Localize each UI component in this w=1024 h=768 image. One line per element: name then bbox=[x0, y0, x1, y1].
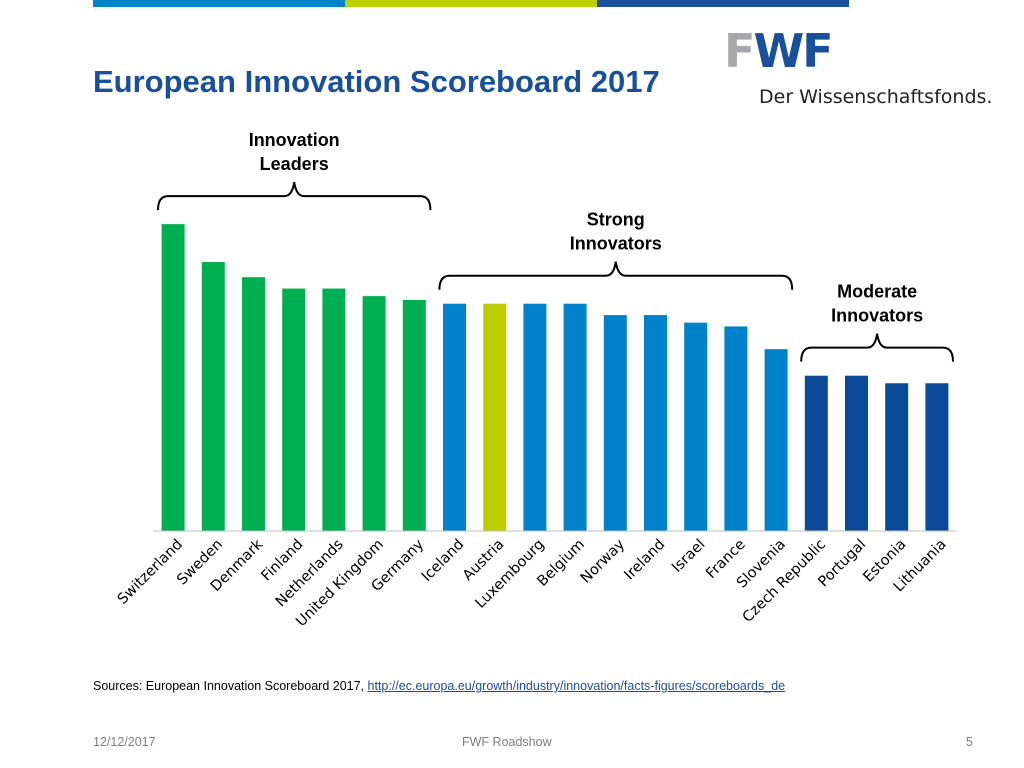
group-braces: Innovation Leaders Strong Innovators Moderat… bbox=[157, 130, 954, 362]
page-number: 5 bbox=[966, 735, 973, 749]
bar-finland bbox=[282, 288, 306, 531]
sources-note: Sources: European Innovation Scoreboard … bbox=[93, 679, 785, 693]
brace-strong-innovators bbox=[438, 261, 794, 290]
sources-prefix: Sources: European Innovation Scoreboard … bbox=[93, 679, 368, 693]
bar-slovenia bbox=[764, 349, 788, 531]
stripe-2 bbox=[345, 0, 597, 7]
slide-title: European Innovation Scoreboard 2017 bbox=[93, 64, 660, 99]
footer-title: FWF Roadshow bbox=[462, 735, 552, 749]
bar-denmark bbox=[242, 277, 265, 531]
bar-ireland bbox=[644, 315, 667, 531]
top-color-stripes bbox=[93, 0, 849, 7]
bar-germany bbox=[402, 299, 426, 531]
x-tick-labels: SwitzerlandSwedenDenmarkFinlandNetherlan… bbox=[115, 536, 950, 630]
bar-czech-republic bbox=[804, 375, 828, 531]
footer-date: 12/12/2017 bbox=[93, 735, 156, 749]
group-label-moderate-innovators: Moderate Innovators bbox=[831, 282, 923, 326]
stripe-3 bbox=[597, 0, 849, 7]
tick-label-switzerland: Switzerland bbox=[115, 537, 186, 608]
bar-norway bbox=[603, 315, 627, 531]
bar-switzerland bbox=[161, 224, 185, 531]
bar-israel bbox=[684, 322, 708, 531]
logo-tagline: Der Wissenschaftsfonds. bbox=[759, 86, 993, 108]
innovation-bar-chart: SwitzerlandSwedenDenmarkFinlandNetherlan… bbox=[115, 130, 957, 630]
sources-link[interactable]: http://ec.europa.eu/growth/industry/inno… bbox=[367, 679, 786, 693]
bar-portugal bbox=[845, 375, 868, 531]
logo-mark-f: F bbox=[724, 24, 755, 78]
bar-belgium bbox=[563, 303, 587, 531]
bar-iceland bbox=[443, 303, 466, 531]
stripe-1 bbox=[93, 0, 345, 7]
brace-moderate-innovators bbox=[800, 333, 954, 362]
bar-luxembourg bbox=[523, 303, 547, 531]
bar-lithuania bbox=[925, 383, 949, 531]
bar-netherlands bbox=[322, 288, 346, 531]
brace-innovation-leaders bbox=[157, 182, 432, 211]
bar-austria bbox=[483, 303, 507, 531]
bar-sweden bbox=[201, 262, 225, 531]
bar-estonia bbox=[885, 383, 909, 531]
bars bbox=[161, 224, 949, 531]
tick-label-norway: Norway bbox=[578, 536, 629, 587]
tick-label-iceland: Iceland bbox=[419, 537, 467, 585]
group-label-innovation-leaders: Innovation Leaders bbox=[249, 130, 340, 174]
tick-label-ireland: Ireland bbox=[622, 537, 669, 584]
bar-united-kingdom bbox=[362, 296, 386, 531]
group-label-strong-innovators: Strong Innovators bbox=[570, 210, 662, 254]
fwf-logo: FWF bbox=[724, 28, 834, 74]
bar-france bbox=[724, 326, 748, 531]
logo-mark-wf: WF bbox=[753, 24, 833, 78]
